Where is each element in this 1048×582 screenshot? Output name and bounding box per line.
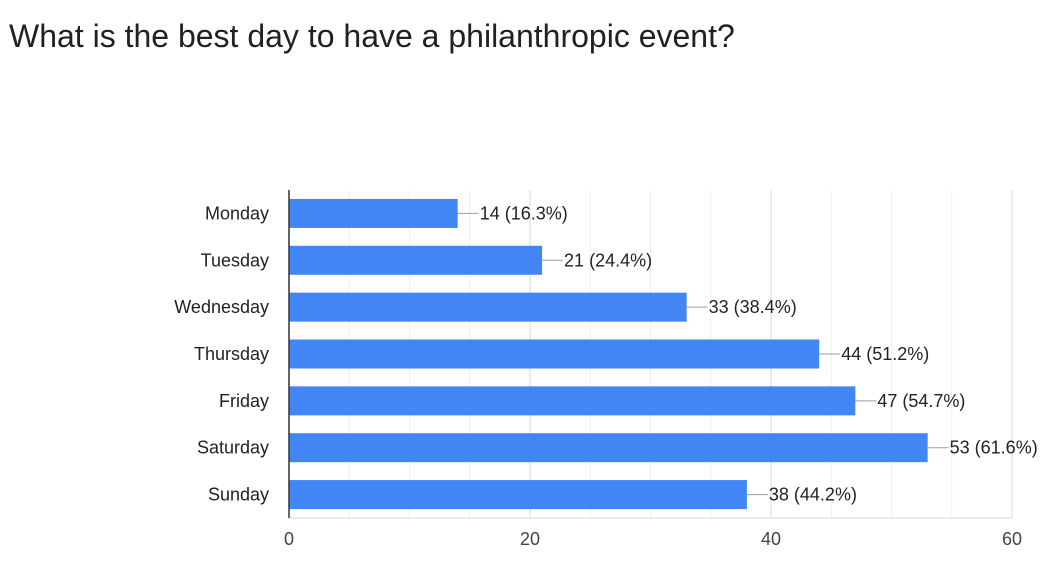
bar-tuesday [289,245,543,275]
chart-title: What is the best day to have a philanthr… [9,18,735,54]
data-label: 14 (16.3%) [480,203,568,223]
data-labels: 14 (16.3%) 21 (24.4%) 33 (38.4%) 44 (51.2%)… [480,203,1038,504]
category-label: Friday [219,391,269,411]
category-label: Wednesday [174,297,269,317]
data-label: 53 (61.6%) [950,438,1038,458]
x-tick-label: 60 [1002,529,1022,549]
bar-wednesday [289,292,687,322]
bars [289,198,928,510]
x-tick-label: 20 [520,529,540,549]
bar-friday [289,386,856,416]
leader-lines [457,212,949,496]
bar-monday [289,198,458,228]
data-label: 38 (44.2%) [769,485,857,505]
category-label: Saturday [197,438,269,458]
data-label: 33 (38.4%) [709,297,797,317]
category-label: Monday [205,203,269,223]
category-labels: Monday Tuesday Wednesday Thursday Friday Satu… [174,203,269,504]
bar-thursday [289,339,820,369]
data-label: 21 (24.4%) [564,250,652,270]
x-tick-label: 40 [761,529,781,549]
data-label: 44 (51.2%) [841,344,929,364]
data-label: 47 (54.7%) [877,391,965,411]
category-label: Tuesday [201,250,269,270]
category-label: Sunday [208,485,269,505]
x-tick-labels: 0 20 40 60 [284,529,1022,549]
x-tick-label: 0 [284,529,294,549]
bar-sunday [289,480,747,510]
category-label: Thursday [194,344,269,364]
bar-saturday [289,433,928,463]
